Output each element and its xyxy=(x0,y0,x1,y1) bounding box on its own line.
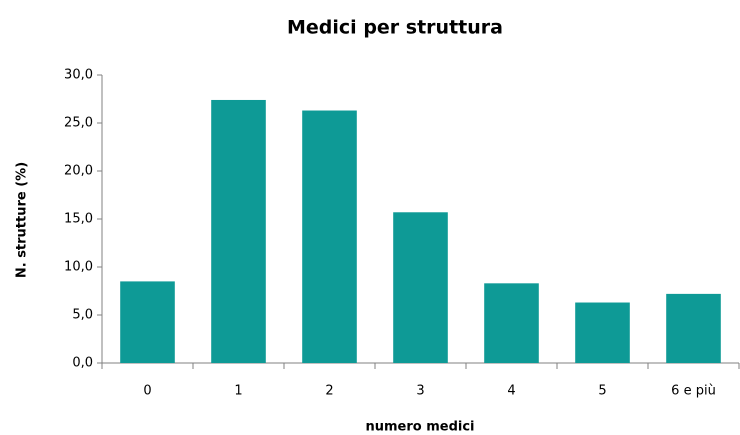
y-tick-label: 30,0 xyxy=(64,68,93,83)
bar xyxy=(211,99,266,364)
x-tick-label: 3 xyxy=(416,384,424,399)
x-tick-label: 5 xyxy=(598,384,606,399)
y-tick-label: 20,0 xyxy=(64,164,93,179)
y-tick-label: 15,0 xyxy=(64,212,93,227)
bar xyxy=(484,283,539,363)
y-tick-label: 5,0 xyxy=(72,308,93,323)
x-axis-title: numero medici xyxy=(365,420,474,435)
bar xyxy=(120,281,175,363)
bar xyxy=(393,212,448,363)
x-tick-label: 4 xyxy=(507,384,515,399)
x-tick-label: 0 xyxy=(143,384,151,399)
x-tick-label: 2 xyxy=(325,384,333,399)
x-tick-label: 1 xyxy=(234,384,242,399)
bar xyxy=(666,293,721,363)
y-tick-label: 10,0 xyxy=(64,260,93,275)
y-axis-title: N. strutture (%) xyxy=(15,162,30,278)
chart-title: Medici per struttura xyxy=(287,17,503,39)
y-tick-label: 25,0 xyxy=(64,116,93,131)
bar xyxy=(575,302,630,363)
y-tick-label: 0,0 xyxy=(72,356,93,371)
x-tick-label: 6 e più xyxy=(671,384,716,399)
bar xyxy=(302,110,357,364)
